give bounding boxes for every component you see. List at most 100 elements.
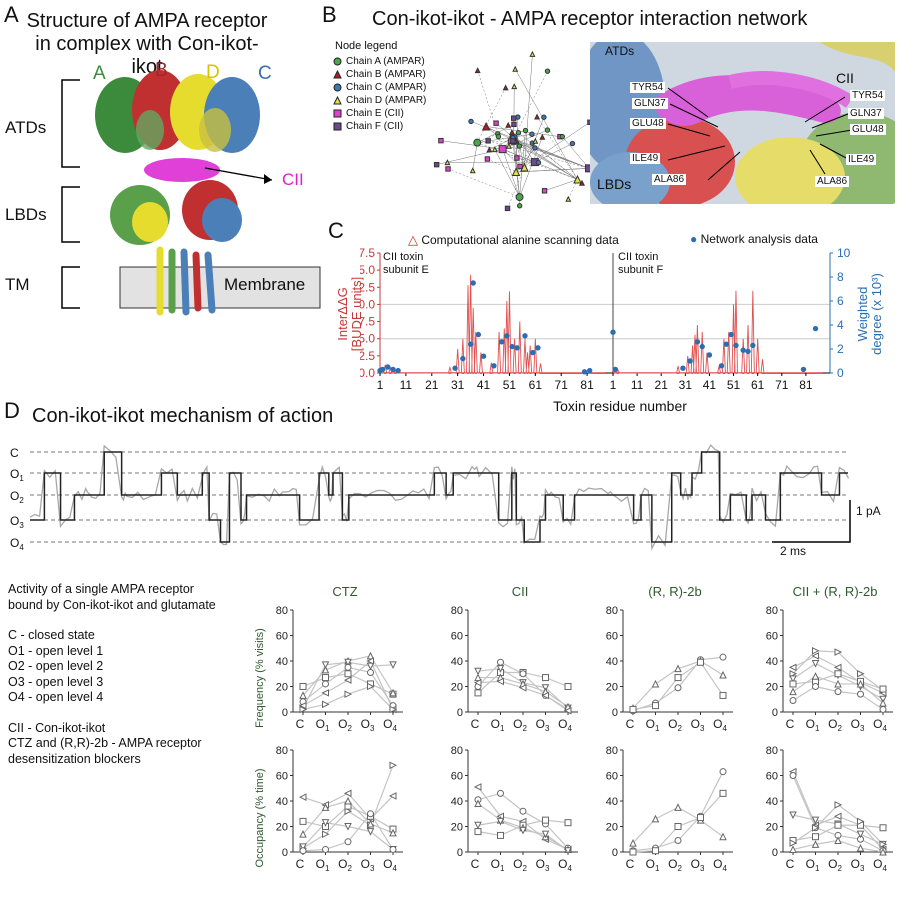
legend-computational: △ Computational alanine scanning data	[408, 232, 619, 248]
network-node	[511, 167, 521, 176]
series-point	[496, 677, 504, 686]
network-node	[522, 127, 529, 134]
region-lbds: LBDs	[5, 205, 47, 224]
x-tick-label: 61	[751, 378, 765, 392]
network-node	[539, 133, 546, 140]
network-node	[491, 146, 498, 153]
panel-c-letter: C	[328, 218, 344, 243]
y-tick-label: 0	[457, 847, 463, 859]
series-point	[812, 683, 819, 690]
network-data-point	[491, 363, 497, 369]
x-tick-label: 21	[655, 378, 669, 392]
state-level-label: C	[10, 446, 19, 460]
series-point	[344, 838, 352, 846]
series-point	[834, 801, 843, 809]
series-point	[834, 679, 842, 688]
chain-label-b: B	[155, 60, 168, 81]
y-tick-label: 80	[276, 745, 288, 757]
x-tick-label: O1	[491, 857, 505, 873]
network-data-point	[706, 352, 713, 358]
left-tick-label: 2.5	[360, 349, 375, 363]
condition-title: CII + (R, R)-2b	[792, 584, 878, 599]
series-point	[366, 662, 375, 671]
x-tick-label: 31	[679, 378, 693, 392]
y-tick-label: 20	[451, 822, 463, 834]
network-node	[502, 84, 509, 91]
x-tick-label: C	[626, 717, 635, 731]
network-edge	[516, 157, 535, 163]
node-legend-label: Chain B (AMPAR)	[346, 69, 426, 80]
network-node	[534, 113, 541, 120]
y-tick-label: 80	[276, 605, 288, 617]
series-point	[299, 817, 307, 825]
x-tick-label: O2	[668, 857, 682, 873]
description-line: bound by Con-ikot-ikot and glutamate	[8, 597, 216, 612]
left-tick-label: 12.5	[360, 280, 375, 294]
ylabel-frequency-text: Frequency (% visits)	[254, 628, 266, 728]
description-line	[8, 613, 216, 628]
x-tick-label: 81	[580, 378, 594, 392]
network-data-point	[509, 343, 515, 350]
network-data-point	[514, 345, 520, 351]
series-point	[651, 814, 660, 823]
chain-label-c: C	[258, 63, 272, 84]
square-node-icon	[333, 122, 342, 131]
network-node	[569, 140, 576, 147]
series-point	[344, 796, 352, 805]
network-data-point	[504, 333, 510, 339]
network-edge	[513, 71, 548, 138]
network-node	[445, 166, 451, 172]
x-tick-label: O3	[536, 857, 550, 873]
network-edge	[512, 140, 590, 169]
ylabel-right-line1: Weighted	[855, 286, 870, 342]
series-point	[519, 826, 527, 835]
membrane-label: Membrane	[224, 275, 306, 294]
description-line: CII - Con-ikot-ikot	[8, 720, 106, 735]
residue-label-glu48-left: GLU48	[630, 118, 666, 129]
series-point	[811, 652, 819, 660]
right-tick-label: 2	[837, 342, 844, 356]
network-node	[559, 133, 566, 140]
network-node	[516, 203, 523, 209]
x-tick-label: C	[296, 717, 305, 731]
description-line: C - closed state	[8, 628, 95, 642]
network-node	[515, 193, 524, 202]
y-tick-label: 80	[451, 745, 463, 757]
x-tick-label: O4	[383, 857, 397, 873]
series-point	[473, 783, 482, 791]
subunit-f-line1: CII toxin	[618, 251, 659, 263]
chain-label-d: D	[206, 62, 220, 83]
x-tick-label: O4	[873, 717, 887, 733]
series-point	[344, 658, 352, 667]
network-edge	[534, 143, 573, 163]
y-tick-label: 60	[451, 771, 463, 783]
x-tick-label: 51	[503, 378, 517, 392]
series-point	[321, 819, 330, 827]
network-node	[529, 50, 536, 57]
right-tick-label: 0	[837, 366, 844, 380]
series-point	[389, 828, 397, 837]
left-tick-label: 5.0	[360, 332, 375, 346]
circle-node-icon	[333, 57, 342, 66]
y-tick-label: 40	[606, 796, 618, 808]
series-point	[474, 821, 482, 830]
region-tm: TM	[5, 275, 30, 294]
network-edge	[494, 149, 520, 198]
network-node	[532, 137, 539, 144]
y-tick-label: 40	[276, 656, 288, 668]
series-point	[856, 830, 865, 839]
network-node	[473, 138, 482, 147]
legend-computational-label: Computational alanine scanning data	[421, 233, 619, 247]
ylabel-right-line2: degree (x 10³)	[869, 273, 884, 355]
y-tick-label: 0	[612, 707, 618, 719]
right-tick-label: 10	[837, 246, 851, 260]
series-point	[674, 684, 682, 692]
dot-marker-icon: ●	[690, 232, 698, 246]
network-data-point	[699, 343, 705, 350]
series-point	[497, 831, 504, 839]
idealized-trace-line	[30, 451, 848, 543]
network-node	[468, 118, 474, 125]
condition-title: CTZ	[332, 584, 358, 599]
network-node	[541, 188, 548, 194]
legend-marker	[333, 122, 342, 131]
